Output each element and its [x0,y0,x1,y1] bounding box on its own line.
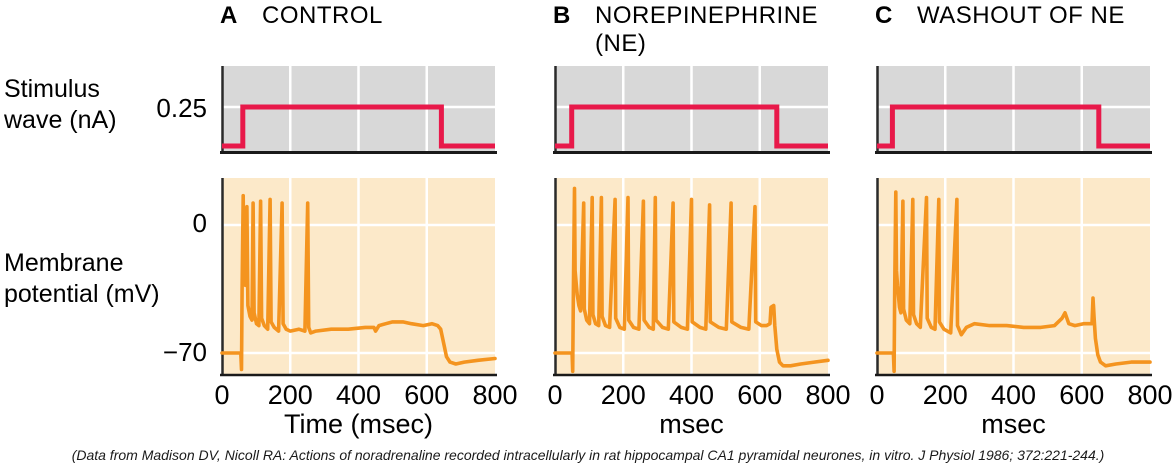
panel-title-text: NOREPINEPHRINE [595,2,819,29]
x-tick-label: 600 [1059,380,1105,410]
panel-letter: B [553,2,571,29]
x-axis-ticks: 0 200 400 600 800 [547,380,850,410]
x-tick-label: 800 [805,380,851,410]
stimulus-trace [555,104,828,149]
x-axis-title: Time (msec) [284,409,433,439]
membrane-trace [553,186,830,374]
x-axis-title: msec [659,409,724,439]
panel-title-norepinephrine: B NOREPINEPHRINE (NE) [553,2,818,58]
panel-title-text: WASHOUT OF NE [917,2,1125,29]
panel-control: A CONTROL 0 200 400 600 800 Time (msec) [214,0,517,470]
source-citation: (Data from Madison DV, Nicoll RA: Action… [71,447,1105,463]
membrane-plot [875,178,1152,377]
panel-title-text: CONTROL [262,2,383,29]
stimulus-plot [875,66,1152,154]
x-tick-label: 0 [214,380,230,410]
x-axis-title: msec [981,409,1046,439]
x-tick-label: 200 [267,380,313,410]
panel-letter: C [875,2,893,29]
x-tick-label: 0 [869,380,885,410]
x-tick-label: 200 [600,380,646,410]
stimulus-plot [220,66,497,154]
x-tick-label: 400 [668,380,715,410]
membrane-plot [553,178,830,377]
membrane-ytick-0-label: 0 [192,208,207,238]
x-axis-ticks: 0 200 400 600 800 [214,380,517,410]
stimulus-trace [222,104,495,149]
x-tick-label: 800 [1127,380,1173,410]
stimulus-trace [877,104,1150,149]
stimulus-plot [553,66,830,154]
panel-norepinephrine: B NOREPINEPHRINE (NE) 0 200 400 600 800 msec [547,0,850,470]
stimulus-row-label-line1: Stimulus [4,75,100,103]
x-tick-label: 400 [990,380,1037,410]
stimulus-row-label-line2: wave (nA) [4,106,117,134]
panel-title-control: A CONTROL [220,2,383,30]
x-tick-label: 600 [737,380,783,410]
x-tick-label: 0 [547,380,563,410]
membrane-trace [875,190,1152,374]
panel-title-washout: C WASHOUT OF NE [875,2,1125,30]
panel-letter: A [220,2,238,29]
x-tick-label: 800 [472,380,518,410]
x-tick-label: 600 [404,380,450,410]
panel-washout: C WASHOUT OF NE 0 200 400 600 800 msec [869,0,1172,470]
x-tick-label: 200 [922,380,968,410]
x-axis-ticks: 0 200 400 600 800 [869,380,1172,410]
membrane-ytick-rest-label: −70 [162,337,207,367]
membrane-trace [220,193,497,372]
membrane-row-label-line2: potential (mV) [4,280,160,308]
membrane-row-label: Membrane potential (mV) [4,248,160,310]
membrane-row-label-line1: Membrane [4,249,124,277]
stimulus-row-label: Stimulus wave (nA) [4,74,117,136]
stimulus-ytick-label: 0.25 [156,93,207,123]
panel-title-line2: (NE) [595,30,647,57]
x-tick-label: 400 [335,380,382,410]
membrane-plot [220,178,497,377]
